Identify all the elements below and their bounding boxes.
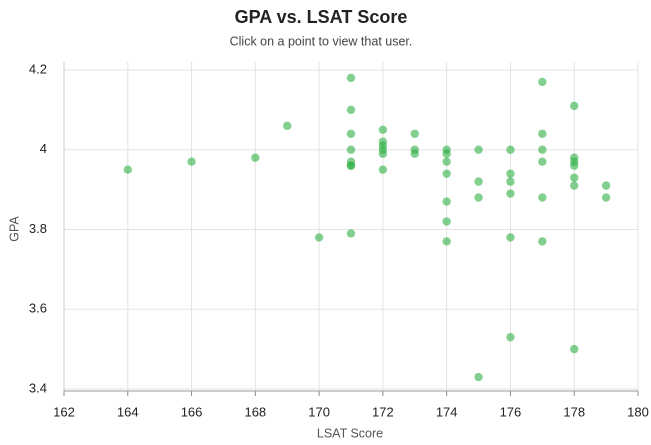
data-point[interactable]	[474, 177, 483, 186]
data-point[interactable]	[538, 193, 547, 202]
data-point[interactable]	[601, 193, 611, 202]
data-point[interactable]	[410, 149, 419, 158]
data-point[interactable]	[474, 372, 483, 382]
data-point[interactable]	[506, 145, 515, 154]
data-point[interactable]	[346, 145, 356, 154]
data-point[interactable]	[474, 145, 483, 154]
x-tick-label: 162	[53, 404, 75, 419]
chart-title: GPA vs. LSAT Score	[235, 7, 408, 27]
data-point[interactable]	[346, 161, 356, 170]
data-point[interactable]	[570, 344, 579, 354]
y-tick-label: 3.8	[29, 221, 47, 236]
data-point[interactable]	[601, 181, 611, 190]
data-point[interactable]	[442, 169, 451, 178]
data-point[interactable]	[378, 125, 388, 134]
data-point[interactable]	[346, 229, 356, 238]
chart-subtitle: Click on a point to view that user.	[230, 34, 413, 48]
data-point[interactable]	[346, 105, 356, 115]
data-point[interactable]	[283, 121, 292, 131]
y-tick-label: 4	[40, 141, 47, 156]
x-tick-label: 172	[372, 404, 394, 419]
x-tick-label: 174	[436, 404, 458, 419]
data-point[interactable]	[378, 165, 388, 174]
x-tick-label: 176	[500, 404, 522, 419]
data-point[interactable]	[442, 237, 451, 246]
points	[123, 73, 611, 382]
data-point[interactable]	[187, 157, 196, 166]
y-tick-label: 4.2	[29, 61, 47, 76]
x-tick-label: 166	[181, 404, 203, 419]
data-point[interactable]	[378, 149, 388, 158]
data-point[interactable]	[538, 129, 547, 138]
x-tick-label: 180	[627, 404, 649, 419]
data-point[interactable]	[538, 157, 547, 166]
data-point[interactable]	[506, 169, 515, 178]
grid	[63, 62, 639, 396]
data-point[interactable]	[123, 165, 132, 174]
data-point[interactable]	[442, 217, 451, 226]
data-point[interactable]	[474, 193, 483, 202]
y-axis-label: GPA	[7, 216, 21, 242]
x-tick-label: 178	[563, 404, 585, 419]
data-point[interactable]	[346, 73, 356, 83]
data-point[interactable]	[314, 233, 324, 242]
y-tick-label: 3.6	[29, 301, 47, 316]
data-point[interactable]	[410, 129, 419, 138]
x-tick-label: 164	[117, 404, 139, 419]
data-point[interactable]	[570, 101, 579, 111]
data-point[interactable]	[442, 197, 451, 206]
y-tick-label: 3.4	[29, 380, 47, 395]
data-point[interactable]	[506, 233, 515, 242]
data-point[interactable]	[570, 173, 579, 182]
data-point[interactable]	[538, 237, 547, 246]
x-tick-label: 170	[308, 404, 330, 419]
data-point[interactable]	[506, 189, 515, 198]
x-axis-label: LSAT Score	[317, 426, 383, 440]
data-point[interactable]	[442, 149, 451, 158]
data-point[interactable]	[570, 161, 579, 170]
data-point[interactable]	[346, 129, 356, 138]
x-tick-label: 168	[244, 404, 266, 419]
data-point[interactable]	[538, 77, 547, 87]
data-point[interactable]	[251, 153, 260, 162]
data-point[interactable]	[442, 157, 451, 166]
data-point[interactable]	[570, 181, 579, 190]
data-point[interactable]	[538, 145, 547, 154]
data-point[interactable]	[506, 177, 515, 186]
data-point[interactable]	[506, 332, 515, 342]
